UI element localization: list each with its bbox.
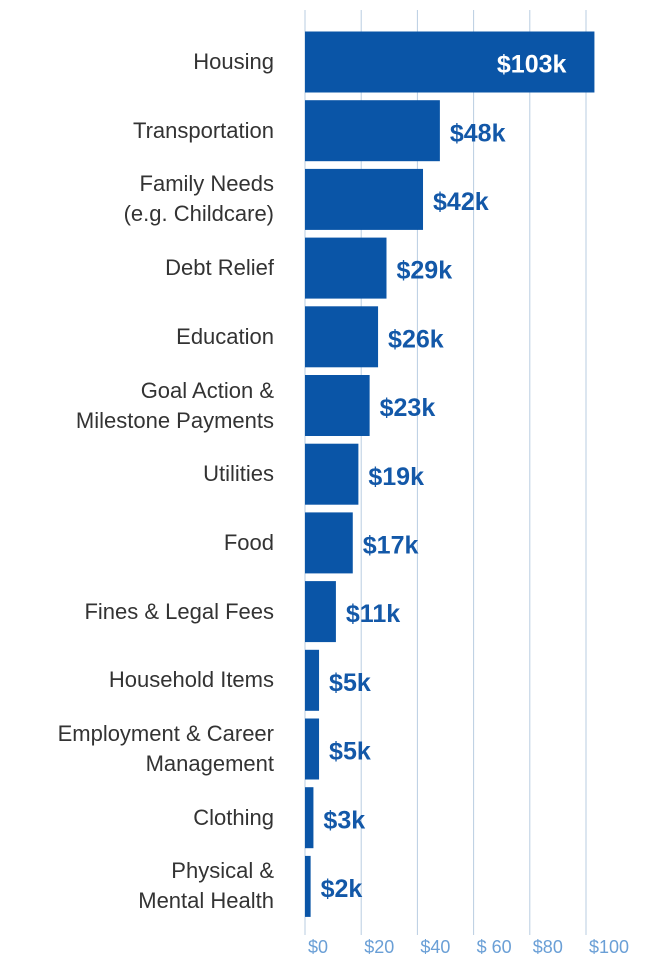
category-label: Transportation: [132, 117, 274, 143]
category-label: Education: [176, 323, 274, 349]
bar: [305, 581, 336, 643]
category-label: Physical & Mental Health: [138, 858, 274, 914]
bar: [305, 168, 424, 230]
x-tick-label: $80: [533, 937, 563, 957]
category-label: Food: [223, 529, 274, 555]
value-label: $3k: [323, 806, 365, 834]
bar: [305, 649, 320, 711]
value-label: $5k: [329, 669, 371, 697]
bar: [305, 443, 359, 505]
bar: [305, 855, 311, 917]
value-label: $17k: [363, 532, 419, 560]
value-label: $48k: [450, 119, 506, 147]
x-tick-label: $ 60: [477, 937, 512, 957]
bar: [305, 306, 379, 368]
bar: [305, 31, 595, 93]
category-label: Household Items: [108, 667, 274, 693]
bar: [305, 787, 314, 849]
category-label: Family Needs (e.g. Childcare): [123, 171, 274, 227]
value-label: $42k: [433, 188, 489, 216]
value-label: $23k: [380, 394, 436, 422]
bar: [305, 237, 387, 299]
bar: [305, 375, 370, 436]
category-label: Fines & Legal Fees: [84, 598, 274, 624]
category-label: Goal Action & Milestone Payments: [75, 377, 274, 433]
value-label: $26k: [388, 325, 444, 353]
x-tick-label: $0: [308, 937, 328, 957]
bar: [305, 718, 320, 780]
value-label: $2k: [321, 875, 363, 903]
value-label: $103k: [497, 51, 567, 79]
category-label: Housing: [193, 49, 274, 74]
value-label: $11k: [346, 600, 400, 628]
bar: [305, 512, 353, 574]
value-label: $5k: [329, 738, 371, 766]
value-label: $19k: [368, 463, 424, 491]
x-tick-label: $20: [364, 937, 394, 957]
category-label: Debt Relief: [165, 255, 274, 281]
category-label: Clothing: [193, 804, 274, 830]
value-label: $29k: [396, 257, 452, 285]
x-tick-label: $40: [420, 937, 450, 957]
category-label: Employment & Career Management: [57, 721, 274, 776]
bar: [305, 100, 440, 162]
category-label: Utilities: [203, 461, 274, 487]
x-tick-label: $100: [589, 937, 629, 957]
